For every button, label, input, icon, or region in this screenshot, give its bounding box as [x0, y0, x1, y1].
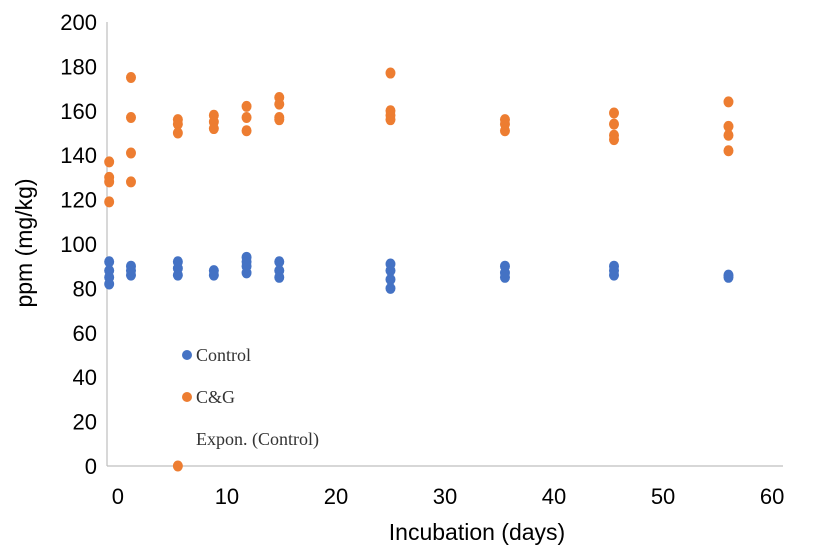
y-tick-label: 200	[60, 10, 97, 35]
control-point	[723, 271, 734, 283]
cg-point	[104, 156, 115, 168]
x-tick-label: 0	[112, 484, 124, 509]
y-tick-label: 20	[73, 410, 97, 435]
control-point	[499, 271, 510, 283]
x-tick-label: 30	[433, 484, 457, 509]
legend-label: Expon. (Control)	[196, 429, 319, 450]
y-axis-ticks: 0 20 40 60 80 100 120 140 160 180 200	[60, 10, 97, 479]
y-tick-label: 40	[73, 365, 97, 390]
control-point	[125, 269, 136, 281]
x-tick-label: 10	[215, 484, 239, 509]
cg-point	[172, 460, 183, 472]
control-point	[385, 282, 396, 294]
legend-label: C&G	[196, 387, 235, 407]
control-point	[104, 278, 115, 290]
cg-point	[208, 123, 219, 135]
control-point	[241, 267, 252, 279]
control-point	[385, 274, 396, 286]
cg-point	[241, 111, 252, 123]
cg-point	[723, 145, 734, 157]
y-tick-label: 160	[60, 99, 97, 124]
cg-point	[104, 196, 115, 208]
control-point	[172, 269, 183, 281]
cg-point	[609, 107, 619, 119]
cg-point	[172, 118, 183, 130]
cg-point	[104, 176, 115, 188]
cg-point	[241, 100, 252, 112]
y-tick-label: 100	[60, 232, 97, 257]
cg-point	[125, 147, 136, 159]
control-point	[385, 265, 396, 277]
x-tick-label: 50	[651, 484, 675, 509]
x-axis-ticks: 0 10 20 30 40 50 60	[112, 484, 785, 509]
x-tick-label: 40	[542, 484, 566, 509]
y-tick-label: 180	[60, 54, 97, 79]
y-tick-label: 0	[85, 454, 97, 479]
y-tick-label: 80	[73, 276, 97, 301]
control-point	[609, 269, 619, 281]
legend: Control C&G Expon. (Control)	[182, 345, 319, 450]
cg-point	[241, 125, 252, 137]
cg-point	[609, 118, 619, 130]
y-tick-label: 140	[60, 143, 97, 168]
cg-point	[499, 125, 510, 137]
y-tick-label: 60	[73, 321, 97, 346]
cg-point	[723, 96, 734, 108]
cg-point	[274, 98, 285, 110]
control-point	[208, 269, 219, 281]
legend-marker	[182, 392, 192, 402]
legend-marker	[182, 350, 192, 360]
cg-point	[385, 114, 396, 126]
data-points	[104, 67, 734, 472]
cg-point	[385, 67, 396, 79]
x-tick-label: 20	[324, 484, 348, 509]
control-point	[274, 256, 285, 268]
cg-point	[723, 120, 734, 132]
cg-point	[125, 72, 136, 83]
legend-label: Control	[196, 345, 251, 365]
cg-point	[609, 134, 619, 146]
cg-point	[125, 176, 136, 188]
x-tick-label: 60	[760, 484, 784, 509]
cg-point	[723, 129, 734, 141]
control-point	[274, 271, 285, 283]
cg-point	[274, 114, 285, 126]
cg-point	[125, 111, 136, 123]
control-point	[104, 256, 115, 268]
y-tick-label: 120	[60, 188, 97, 213]
x-axis-title: Incubation (days)	[389, 519, 565, 545]
cg-point	[172, 127, 183, 139]
y-axis-title: ppm (mg/kg)	[11, 178, 37, 307]
